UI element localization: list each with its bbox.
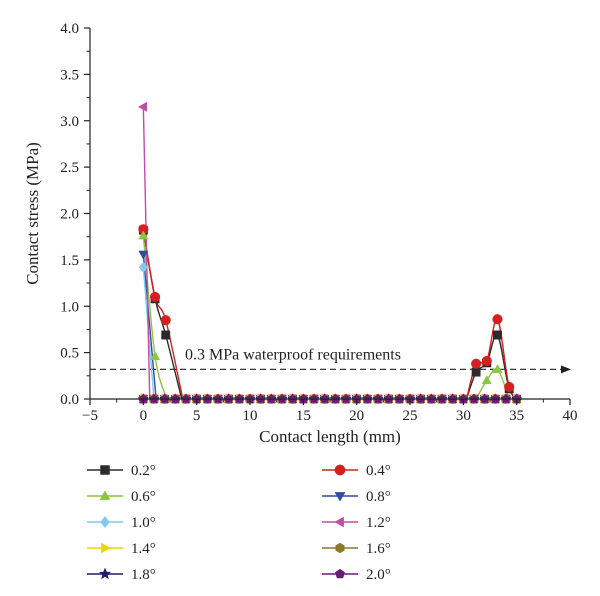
y-tick-label: 4.0 xyxy=(60,21,79,37)
data-marker-1-1-1 xyxy=(471,358,482,369)
x-tick-label: 20 xyxy=(349,408,364,424)
legend-label-5: 1.2° xyxy=(366,515,391,531)
y-tick-label: 1.0 xyxy=(60,299,79,315)
x-tick-label: 0 xyxy=(140,408,148,424)
y-tick-label: 3.0 xyxy=(60,114,79,130)
y-tick-label: 0.0 xyxy=(60,392,79,408)
legend-label-7: 1.6° xyxy=(366,541,391,557)
x-tick-label: 5 xyxy=(193,408,201,424)
y-tick-label: 3.5 xyxy=(60,67,79,83)
data-marker-0-1-3 xyxy=(493,330,502,340)
y-tick-label: 1.5 xyxy=(60,253,79,269)
legend-label-6: 1.4° xyxy=(131,541,156,557)
legend-marker-4 xyxy=(100,516,110,528)
y-tick-label: 2.5 xyxy=(60,160,79,176)
x-tick-label: 30 xyxy=(456,408,471,424)
data-marker-4-0-0 xyxy=(138,261,148,273)
data-marker-0-1-1 xyxy=(471,367,481,377)
y-axis-label: Contact stress (MPa) xyxy=(23,142,42,285)
legend-marker-5 xyxy=(334,516,344,528)
data-marker-5-0-0 xyxy=(138,101,147,112)
legend-label-3: 0.8° xyxy=(366,489,391,505)
series-line-2-1 xyxy=(475,368,510,400)
data-marker-1-1-4 xyxy=(504,381,515,393)
x-tick-label: 25 xyxy=(403,408,418,424)
data-marker-1-0-1 xyxy=(149,291,161,303)
legend-label-2: 0.6° xyxy=(131,489,156,505)
legend-marker-1 xyxy=(334,464,346,476)
x-tick-label: 35 xyxy=(509,408,524,424)
data-marker-3-0-0 xyxy=(138,250,149,260)
y-tick-label: 2.0 xyxy=(60,207,79,223)
x-tick-label: 10 xyxy=(243,408,258,424)
data-marker-1-1-2 xyxy=(481,355,492,367)
axes: −5 0 5 10 15 20 25 30 35 40 0.0 0.5 1.0 1.5 2.0 2.5 3.0 3… xyxy=(60,21,577,424)
x-tick-label: 15 xyxy=(296,408,311,424)
x-tick-label: −5 xyxy=(82,408,98,424)
legend-marker-2 xyxy=(99,490,111,500)
series-line-2-0 xyxy=(142,235,168,400)
legend-label-4: 1.0° xyxy=(131,515,156,531)
y-tick-label: 0.5 xyxy=(60,346,79,362)
waterproof-requirement-annotation: 0.3 MPa waterproof requirements xyxy=(185,346,401,363)
series-line-1-0 xyxy=(142,229,184,400)
data-marker-1-1-3 xyxy=(492,314,503,325)
legend-marker-0 xyxy=(100,465,110,475)
data-marker-0-0-2 xyxy=(161,330,171,340)
data-marker-2-0-1 xyxy=(150,351,160,360)
legend-marker-3 xyxy=(334,492,346,502)
legend-label-9: 2.0° xyxy=(366,567,391,583)
legend-label-1: 0.4° xyxy=(366,463,391,479)
reference-arrowhead xyxy=(561,365,571,374)
legend-label-0: 0.2° xyxy=(131,463,156,479)
x-axis-label: Contact length (mm) xyxy=(259,427,401,446)
legend-label-8: 1.8° xyxy=(131,567,156,583)
data-marker-1-0-2 xyxy=(160,315,171,326)
legend: 0.2° 0.4° 0.6° 0.8° 1.0° 1.2° 1.4° 1.6° 1.8° 2.0° xyxy=(87,463,391,583)
data-marker-2-1-2 xyxy=(492,364,503,373)
legend-marker-9 xyxy=(335,568,345,579)
legend-marker-8 xyxy=(99,567,111,579)
legend-marker-7 xyxy=(335,542,345,554)
legend-marker-6 xyxy=(101,542,111,554)
data-marker-2-1-1 xyxy=(481,375,492,385)
x-tick-label: 40 xyxy=(563,408,578,424)
data-marker-2-0-0 xyxy=(138,230,149,240)
